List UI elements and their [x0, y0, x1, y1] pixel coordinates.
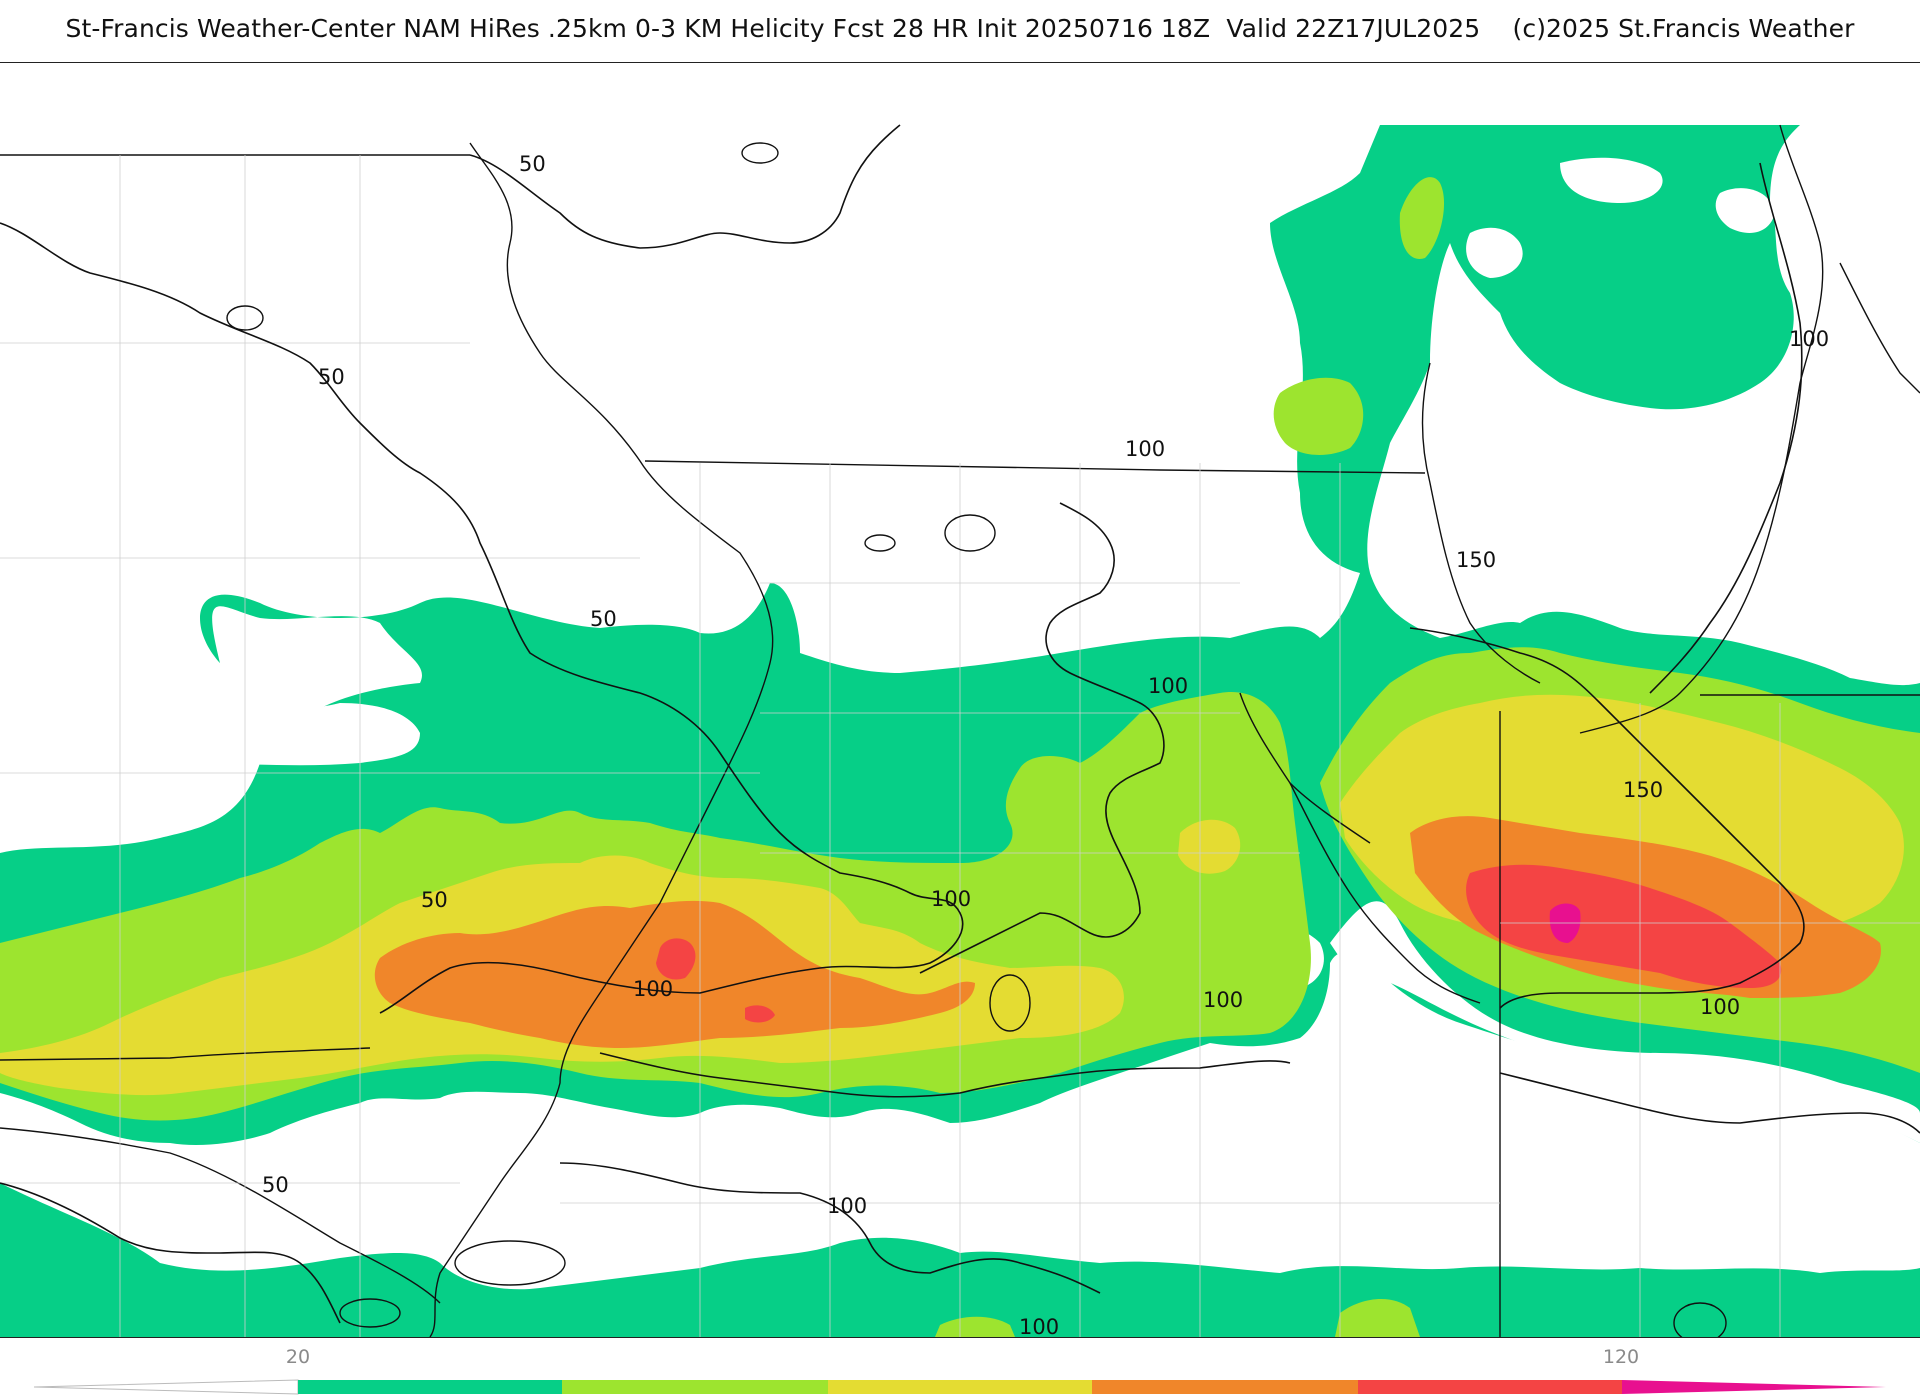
contour-100-midwest: [919, 502, 1165, 974]
contour-loop-3: [864, 534, 896, 552]
contour-50-north: [469, 124, 901, 249]
fill-band5-west: [656, 938, 696, 980]
colorbar-tick-label: 20: [286, 1346, 310, 1368]
contour-label-150: 150: [1456, 548, 1496, 572]
contour-label-layer: 50 50 50 50 50 100 100 100 100 100 100 1…: [262, 152, 1829, 1337]
contour-100-central-south: [599, 1052, 1291, 1098]
contour-loop-2: [944, 514, 996, 552]
colorbar-tick-label: 120: [1603, 1346, 1639, 1368]
helicity-contours: [0, 124, 1920, 1324]
contour-100-northeast: [1649, 162, 1803, 694]
boundary-mississippi: [429, 142, 774, 1337]
helicity-map: 50 50 50 50 50 100 100 100 100 100 100 1…: [0, 63, 1920, 1337]
contour-loop-5: [454, 1240, 566, 1286]
fill-band2-north1: [1273, 377, 1364, 455]
boundary-lake-mi-west: [1421, 362, 1541, 684]
map-panel: 50 50 50 50 50 100 100 100 100 100 100 1…: [0, 62, 1920, 1338]
contour-label-100: 100: [1700, 995, 1740, 1019]
contour-label-150: 150: [1623, 778, 1663, 802]
colorbar-low-triangle: [33, 1379, 299, 1395]
contour-100-south: [559, 1162, 1101, 1294]
fill-band2-north2: [1399, 177, 1445, 259]
colorbar-high-triangle: [1622, 1380, 1886, 1394]
boundary-il-ky: [1289, 782, 1371, 844]
helicity-fill-layer: [0, 125, 1920, 1337]
contour-loop-7: [989, 974, 1031, 1032]
contour-label-100: 100: [1125, 437, 1165, 461]
contour-label-100: 100: [1148, 674, 1188, 698]
fill-band2-south-b: [935, 1316, 1015, 1337]
fill-band5-east: [1466, 864, 1782, 988]
contour-loop-6: [339, 1298, 401, 1328]
fill-band3-spot: [1178, 819, 1241, 874]
contour-label-100: 100: [1789, 327, 1829, 351]
contour-label-100: 100: [1019, 1315, 1059, 1337]
map-title: St-Francis Weather-Center NAM HiRes .25k…: [65, 14, 1855, 43]
colorbar-band2: [562, 1380, 828, 1394]
contour-label-50: 50: [421, 888, 448, 912]
contour-label-100: 100: [931, 887, 971, 911]
fill-hole-south: [1330, 901, 1920, 1143]
contour-label-50: 50: [262, 1173, 289, 1197]
state-boundaries: [0, 124, 1920, 1337]
colorbar-band5: [1358, 1380, 1622, 1394]
contour-loop-4: [741, 142, 779, 164]
contour-150-east: [1409, 627, 1805, 1009]
fill-band5-west2: [745, 1005, 775, 1023]
fill-hole-ne2: [1560, 157, 1663, 203]
boundary-il-west: [1239, 692, 1481, 1004]
contour-label-100: 100: [633, 977, 673, 1001]
contour-small-loops: [226, 142, 1727, 1337]
contour-50-northwest: [0, 222, 964, 1014]
fill-hole-ne3: [1715, 188, 1775, 233]
contour-label-50: 50: [318, 365, 345, 389]
boundary-mn-ia: [644, 460, 1426, 474]
contour-label-50: 50: [519, 152, 546, 176]
contour-loop-1: [226, 305, 264, 331]
county-grid: [0, 155, 1920, 1337]
contour-50-south: [0, 1182, 341, 1324]
boundary-mi-east: [1839, 262, 1920, 394]
boundary-south-mo: [0, 1127, 441, 1304]
contour-label-100: 100: [827, 1194, 867, 1218]
colorbar: 20 120: [33, 1346, 1886, 1395]
contour-100-east: [1499, 1072, 1920, 1134]
fill-band2-south: [1335, 1298, 1420, 1337]
fill-hole-ne: [1466, 227, 1523, 278]
colorbar-band3: [828, 1380, 1092, 1394]
contour-loop-8: [1673, 1302, 1727, 1337]
colorbar-band4: [1092, 1380, 1358, 1394]
contour-label-50: 50: [590, 607, 617, 631]
contour-label-100: 100: [1203, 988, 1243, 1012]
boundary-ia-mo: [0, 1047, 371, 1061]
colorbar-band1: [298, 1380, 562, 1394]
